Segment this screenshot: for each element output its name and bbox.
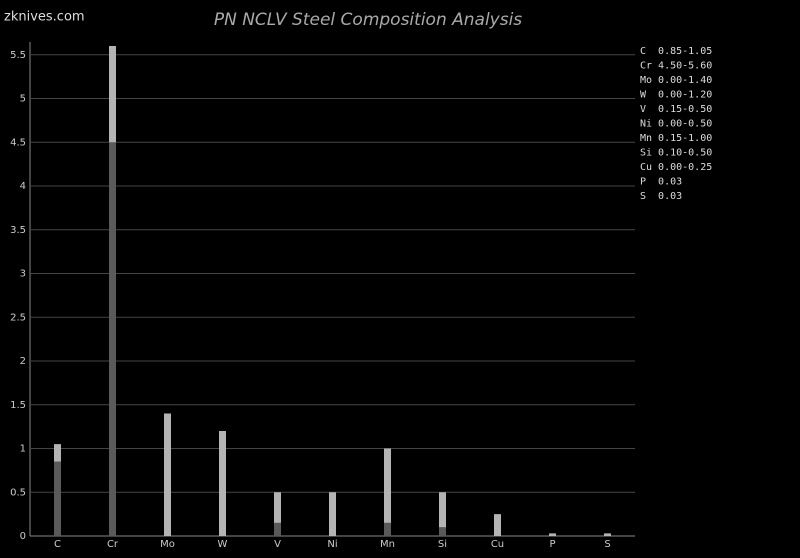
max-bar [604, 533, 611, 536]
x-tick-label: Mo [160, 539, 175, 550]
y-tick-label: 3.5 [10, 225, 26, 236]
legend-entry: Mn 0.15-1.00 [640, 133, 712, 144]
x-tick-label: V [274, 539, 281, 550]
y-tick-label: 1.5 [10, 400, 26, 411]
y-tick-label: 0 [20, 531, 26, 542]
x-tick-label: C [54, 539, 61, 550]
max-bar [219, 431, 226, 536]
y-tick-label: 5 [20, 94, 26, 105]
x-tick-label: P [549, 539, 555, 550]
min-bar [439, 527, 446, 536]
x-tick-label: W [218, 539, 228, 550]
y-tick-label: 2 [20, 356, 26, 367]
watermark: zknives.com [4, 10, 85, 25]
max-bar [439, 492, 446, 528]
y-tick-label: 1 [20, 444, 26, 455]
x-tick-label: Si [438, 539, 447, 550]
legend-entry: Mo 0.00-1.40 [640, 75, 712, 86]
min-bar [384, 522, 391, 536]
x-tick-label: Cu [491, 539, 504, 550]
max-bar [329, 492, 336, 536]
y-tick-label: 0.5 [10, 487, 26, 498]
max-bar [384, 448, 391, 523]
x-tick-label: Ni [327, 539, 337, 550]
y-tick-label: 4 [20, 181, 26, 192]
chart-title: PN NCLV Steel Composition Analysis [214, 10, 522, 30]
max-bar [164, 413, 171, 536]
max-bar [54, 444, 61, 462]
x-tick-label: Mn [380, 539, 395, 550]
x-tick-label: Cr [107, 539, 119, 550]
max-bar [549, 533, 556, 536]
max-bar [494, 514, 501, 536]
legend-entry: Ni 0.00-0.50 [640, 119, 712, 130]
y-tick-label: 4.5 [10, 137, 26, 148]
x-tick-label: S [604, 539, 610, 550]
legend-entry: P 0.03 [640, 177, 682, 188]
legend-entry: Si 0.10-0.50 [640, 148, 712, 159]
max-bar [274, 492, 281, 523]
min-bar [109, 142, 116, 536]
legend-entry: W 0.00-1.20 [640, 90, 712, 101]
legend-entry: S 0.03 [640, 191, 682, 202]
legend-entry: V 0.15-0.50 [640, 104, 712, 115]
y-tick-label: 5.5 [10, 50, 26, 61]
min-bar [54, 461, 61, 536]
max-bar [109, 46, 116, 143]
y-tick-label: 3 [20, 269, 26, 280]
min-bar [274, 522, 281, 536]
legend-entry: Cr 4.50-5.60 [640, 61, 712, 72]
legend-entry: Cu 0.00-0.25 [640, 162, 712, 173]
y-tick-label: 2.5 [10, 312, 26, 323]
legend-entry: C 0.85-1.05 [640, 46, 712, 57]
